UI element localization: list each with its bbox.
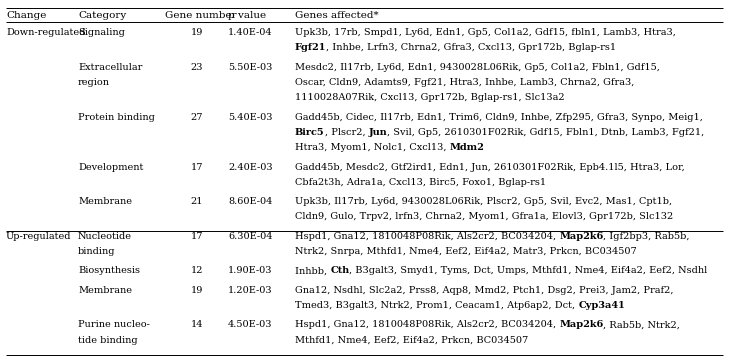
Text: 5.50E-03: 5.50E-03 [228, 62, 273, 71]
Text: Genes affected*: Genes affected* [295, 12, 378, 21]
Text: Mesdc2, Il17rb, Ly6d, Edn1, 9430028L06Rik, Gp5, Col1a2, Fbln1, Gdf15,: Mesdc2, Il17rb, Ly6d, Edn1, 9430028L06Ri… [295, 62, 660, 71]
Text: Map2k6: Map2k6 [559, 320, 604, 329]
Text: Cldn9, Gulo, Trpv2, lrfn3, Chrna2, Myom1, Gfra1a, Elovl3, Gpr172b, Slc132: Cldn9, Gulo, Trpv2, lrfn3, Chrna2, Myom1… [295, 213, 674, 222]
Text: , B3galt3, Smyd1, Tyms, Dct, Umps, Mthfd1, Nme4, Eif4a2, Eef2, Nsdhl: , B3galt3, Smyd1, Tyms, Dct, Umps, Mthfd… [349, 266, 708, 275]
Text: Upk3b, Il17rb, Ly6d, 9430028L06Rik, Plscr2, Gp5, Svil, Evc2, Mas1, Cpt1b,: Upk3b, Il17rb, Ly6d, 9430028L06Rik, Plsc… [295, 197, 672, 206]
Text: Jun: Jun [368, 128, 387, 137]
Text: 12: 12 [190, 266, 203, 275]
Text: , Igf2bp3, Rab5b,: , Igf2bp3, Rab5b, [604, 232, 690, 241]
Text: Map2k6: Map2k6 [559, 232, 604, 241]
Text: region: region [78, 78, 110, 87]
Text: Gene number: Gene number [165, 12, 237, 21]
Text: tide binding: tide binding [78, 336, 138, 345]
Text: Hspd1, Gna12, 1810048P08Rik, Als2cr2, BC034204,: Hspd1, Gna12, 1810048P08Rik, Als2cr2, BC… [295, 232, 559, 241]
Text: 1110028A07Rik, Cxcl13, Gpr172b, Bglap-rs1, Slc13a2: 1110028A07Rik, Cxcl13, Gpr172b, Bglap-rs… [295, 93, 565, 102]
Text: 17: 17 [190, 232, 203, 241]
Text: Fgf21: Fgf21 [295, 43, 327, 52]
Text: Mdm2: Mdm2 [450, 143, 485, 152]
Text: Biosynthesis: Biosynthesis [78, 266, 140, 275]
Text: Purine nucleo-: Purine nucleo- [78, 320, 150, 329]
Text: Birc5: Birc5 [295, 128, 324, 137]
Text: Cth: Cth [330, 266, 349, 275]
Text: binding: binding [78, 247, 115, 256]
Text: 5.40E-03: 5.40E-03 [228, 113, 273, 122]
Text: Membrane: Membrane [78, 197, 132, 206]
Text: p value: p value [228, 12, 266, 21]
Text: Tmed3, B3galt3, Ntrk2, Prom1, Ceacam1, Atp6ap2, Dct,: Tmed3, B3galt3, Ntrk2, Prom1, Ceacam1, A… [295, 301, 578, 310]
Text: Cbfa2t3h, Adra1a, Cxcl13, Birc5, Foxo1, Bglap-rs1: Cbfa2t3h, Adra1a, Cxcl13, Birc5, Foxo1, … [295, 178, 546, 187]
Text: Protein binding: Protein binding [78, 113, 155, 122]
Text: Cyp3a41: Cyp3a41 [578, 301, 625, 310]
Text: Mthfd1, Nme4, Eef2, Eif4a2, Prkcn, BC034507: Mthfd1, Nme4, Eef2, Eif4a2, Prkcn, BC034… [295, 336, 529, 345]
Text: 1.90E-03: 1.90E-03 [228, 266, 273, 275]
Text: Oscar, Cldn9, Adamts9, Fgf21, Htra3, Inhbe, Lamb3, Chrna2, Gfra3,: Oscar, Cldn9, Adamts9, Fgf21, Htra3, Inh… [295, 78, 634, 87]
Text: 27: 27 [190, 113, 203, 122]
Text: Htra3, Myom1, Nolc1, Cxcl13,: Htra3, Myom1, Nolc1, Cxcl13, [295, 143, 450, 152]
Text: 21: 21 [190, 197, 203, 206]
Text: 4.50E-03: 4.50E-03 [228, 320, 273, 329]
Text: Upk3b, 17rb, Smpd1, Ly6d, Edn1, Gp5, Col1a2, Gdf15, fbln1, Lamb3, Htra3,: Upk3b, 17rb, Smpd1, Ly6d, Edn1, Gp5, Col… [295, 28, 676, 37]
Text: 6.30E-04: 6.30E-04 [228, 232, 273, 241]
Text: 1.40E-04: 1.40E-04 [228, 28, 273, 37]
Text: , Rab5b, Ntrk2,: , Rab5b, Ntrk2, [604, 320, 680, 329]
Text: Hspd1, Gna12, 1810048P08Rik, Als2cr2, BC034204,: Hspd1, Gna12, 1810048P08Rik, Als2cr2, BC… [295, 320, 559, 329]
Text: 8.60E-04: 8.60E-04 [228, 197, 273, 206]
Text: 17: 17 [190, 162, 203, 171]
Text: Gadd45b, Mesdc2, Gtf2ird1, Edn1, Jun, 2610301F02Rik, Epb4.1l5, Htra3, Lor,: Gadd45b, Mesdc2, Gtf2ird1, Edn1, Jun, 26… [295, 162, 685, 171]
Text: Inhbb,: Inhbb, [295, 266, 330, 275]
Text: 14: 14 [190, 320, 203, 329]
Text: 1.20E-03: 1.20E-03 [228, 286, 273, 295]
Text: Down-regulated: Down-regulated [6, 28, 85, 37]
Text: Membrane: Membrane [78, 286, 132, 295]
Text: Up-regulated: Up-regulated [6, 232, 71, 241]
Text: , Svil, Gp5, 2610301F02Rik, Gdf15, Fbln1, Dtnb, Lamb3, Fgf21,: , Svil, Gp5, 2610301F02Rik, Gdf15, Fbln1… [387, 128, 704, 137]
Text: 19: 19 [190, 28, 203, 37]
Text: 19: 19 [190, 286, 203, 295]
Text: Development: Development [78, 162, 144, 171]
Text: , Inhbe, Lrfn3, Chrna2, Gfra3, Cxcl13, Gpr172b, Bglap-rs1: , Inhbe, Lrfn3, Chrna2, Gfra3, Cxcl13, G… [327, 43, 617, 52]
Text: Category: Category [78, 12, 126, 21]
Text: Gna12, Nsdhl, Slc2a2, Prss8, Aqp8, Mmd2, Ptch1, Dsg2, Prei3, Jam2, Praf2,: Gna12, Nsdhl, Slc2a2, Prss8, Aqp8, Mmd2,… [295, 286, 674, 295]
Text: , Plscr2,: , Plscr2, [324, 128, 368, 137]
Text: Extracellular: Extracellular [78, 62, 142, 71]
Text: Nucleotide: Nucleotide [78, 232, 132, 241]
Text: Gadd45b, Cidec, Il17rb, Edn1, Trim6, Cldn9, Inhbe, Zfp295, Gfra3, Synpo, Meig1,: Gadd45b, Cidec, Il17rb, Edn1, Trim6, Cld… [295, 113, 703, 122]
Text: Signaling: Signaling [78, 28, 125, 37]
Text: 23: 23 [190, 62, 203, 71]
Text: Change: Change [6, 12, 47, 21]
Text: 2.40E-03: 2.40E-03 [228, 162, 273, 171]
Text: Ntrk2, Snrpa, Mthfd1, Nme4, Eef2, Eif4a2, Matr3, Prkcn, BC034507: Ntrk2, Snrpa, Mthfd1, Nme4, Eef2, Eif4a2… [295, 247, 636, 256]
